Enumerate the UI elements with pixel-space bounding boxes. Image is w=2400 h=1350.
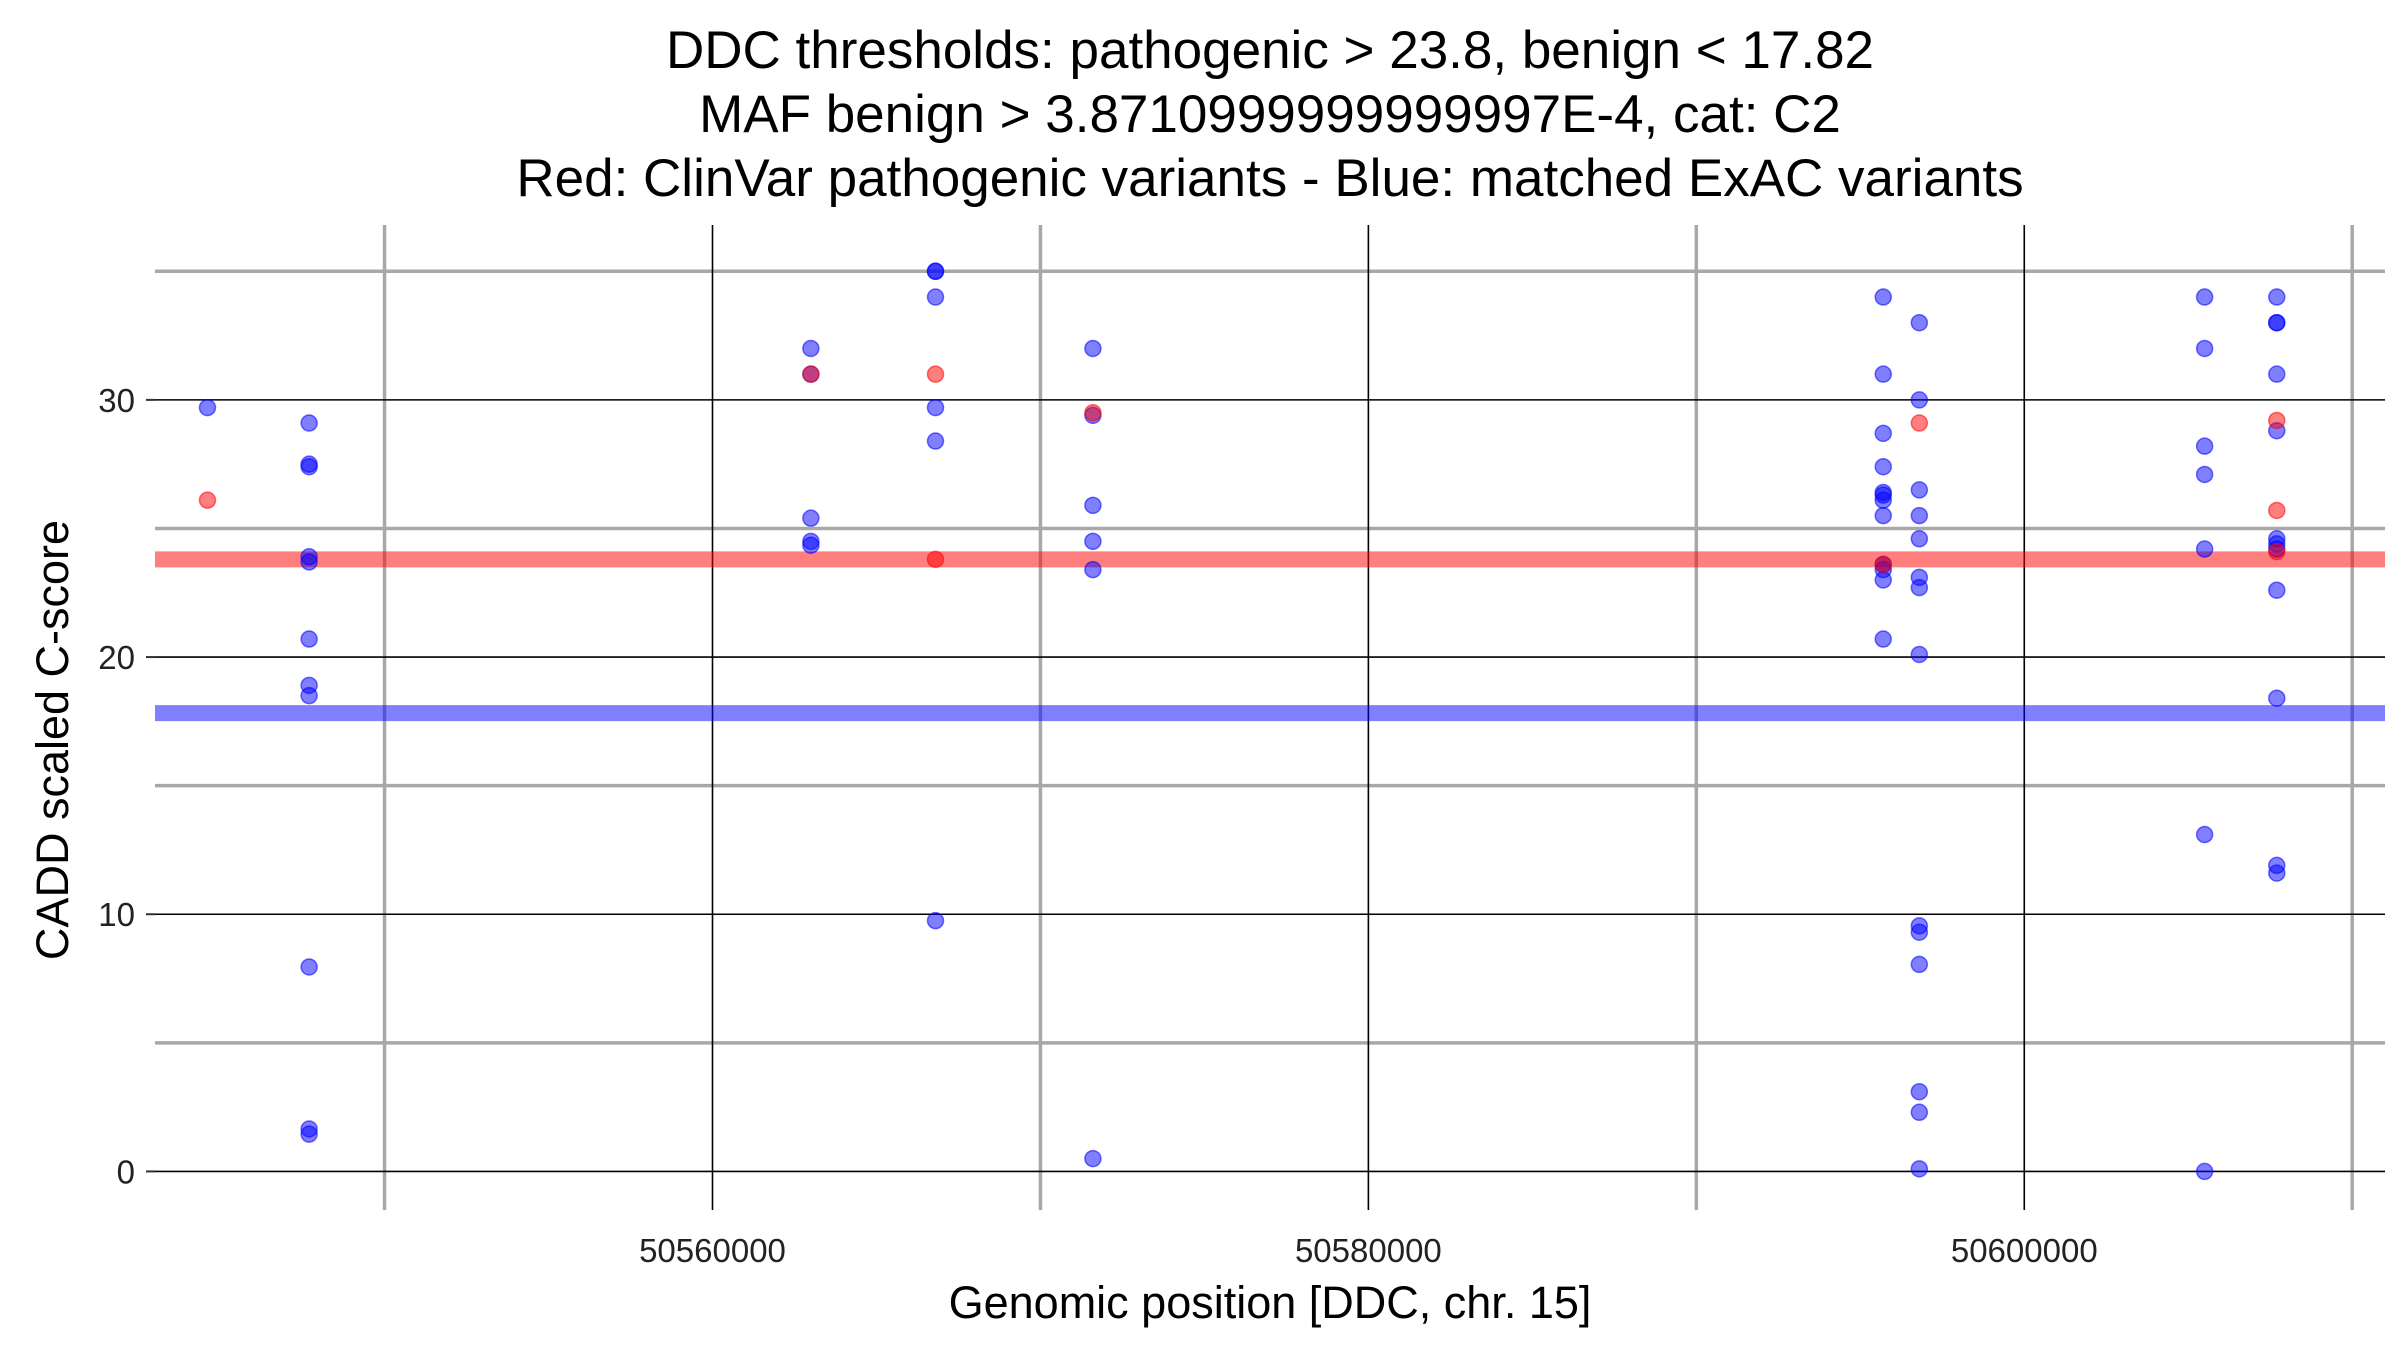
data-point <box>1874 424 1892 443</box>
data-point <box>300 686 318 705</box>
y-axis-title: CADD scaled C-score <box>27 520 78 960</box>
y-tick-label: 20 <box>98 639 135 676</box>
threshold-lines <box>155 551 2385 722</box>
data-point <box>802 339 820 358</box>
data-point <box>1910 313 1929 332</box>
data-point <box>1910 578 1929 597</box>
data-point <box>2195 288 2214 306</box>
data-point <box>1910 1160 1929 1178</box>
data-point <box>2268 411 2286 430</box>
y-axis-ticks: 0 10 20 30 <box>98 382 155 1190</box>
data-point <box>300 1125 318 1143</box>
data-point <box>1910 1103 1929 1122</box>
data-point <box>802 509 820 527</box>
data-point <box>1874 288 1892 306</box>
data-point <box>1910 1082 1929 1101</box>
data-point <box>2195 339 2214 358</box>
grid-minor-lines <box>155 225 2385 1210</box>
data-point <box>926 432 945 450</box>
data-point <box>1910 414 1929 432</box>
data-point <box>300 958 318 976</box>
data-point <box>300 457 318 476</box>
data-point <box>1874 555 1892 574</box>
data-point <box>2268 365 2286 383</box>
grid-major-lines <box>155 225 2385 1210</box>
x-axis-title: Genomic position [DDC, chr. 15] <box>949 1277 1592 1328</box>
data-point <box>1874 506 1892 525</box>
data-point <box>1084 403 1102 422</box>
y-tick-label: 30 <box>98 382 135 419</box>
data-point <box>1084 532 1102 551</box>
data-point <box>926 550 945 569</box>
data-point <box>1910 530 1929 548</box>
title-line-3: Red: ClinVar pathogenic variants - Blue:… <box>516 149 2023 208</box>
data-point <box>2195 540 2214 558</box>
data-point <box>1874 491 1892 509</box>
x-axis-ticks: 50560000 50580000 50600000 <box>639 1232 2098 1269</box>
data-point <box>1084 1149 1102 1168</box>
title-line-1: DDC thresholds: pathogenic > 23.8, benig… <box>666 21 1874 80</box>
data-point <box>2268 581 2286 599</box>
data-point <box>1910 481 1929 499</box>
data-point <box>802 536 820 554</box>
data-points <box>198 262 2286 1181</box>
data-point <box>2268 313 2286 332</box>
y-tick-label: 0 <box>117 1153 135 1190</box>
data-point <box>1084 560 1102 579</box>
chart-title: DDC thresholds: pathogenic > 23.8, benig… <box>516 21 2023 208</box>
data-point <box>1874 457 1892 476</box>
data-point <box>926 398 945 417</box>
y-tick-label: 10 <box>98 896 135 933</box>
data-point <box>1084 496 1102 515</box>
data-point <box>1874 365 1892 383</box>
data-point <box>1910 923 1929 941</box>
data-point <box>2268 288 2286 306</box>
data-point <box>1910 391 1929 409</box>
data-point <box>2195 1162 2214 1181</box>
data-point <box>2195 825 2214 844</box>
x-tick-label: 50580000 <box>1295 1232 1442 1269</box>
data-point <box>1084 339 1102 358</box>
data-point <box>2195 437 2214 455</box>
data-point <box>2268 689 2286 707</box>
data-point <box>1874 630 1892 648</box>
data-point <box>802 365 820 383</box>
data-point <box>2268 501 2286 520</box>
data-point <box>2268 864 2286 882</box>
data-point <box>198 398 217 417</box>
data-point <box>300 630 318 648</box>
data-point <box>1910 955 1929 974</box>
title-line-2: MAF benign > 3.8710999999999997E-4, cat:… <box>699 85 1841 144</box>
data-point <box>1910 506 1929 525</box>
data-point <box>926 262 945 281</box>
data-point <box>1874 571 1892 589</box>
data-point <box>926 288 945 306</box>
data-point <box>1910 645 1929 664</box>
data-point <box>926 911 945 930</box>
data-point <box>198 491 217 509</box>
data-point <box>300 553 318 571</box>
data-point <box>926 365 945 383</box>
data-point <box>300 414 318 432</box>
x-tick-label: 50560000 <box>639 1232 786 1269</box>
data-point <box>2268 542 2286 561</box>
x-tick-label: 50600000 <box>1951 1232 2098 1269</box>
data-point <box>2195 465 2214 484</box>
